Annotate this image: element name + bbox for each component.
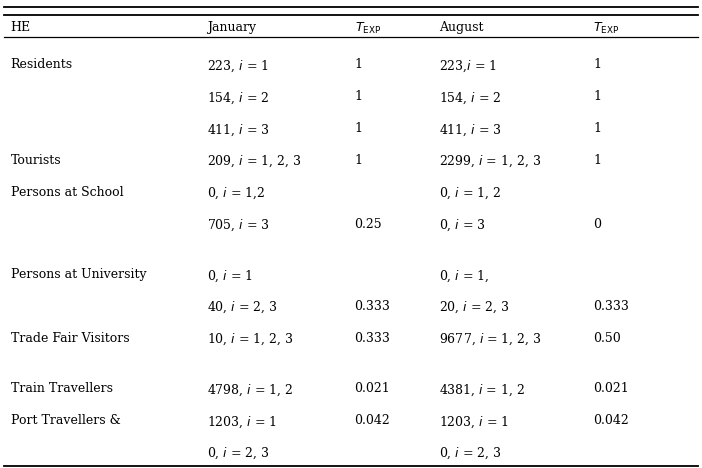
Text: 1: 1	[593, 122, 601, 135]
Text: Train Travellers: Train Travellers	[11, 382, 112, 395]
Text: 1: 1	[355, 58, 362, 72]
Text: 1: 1	[593, 154, 601, 167]
Text: Trade Fair Visitors: Trade Fair Visitors	[11, 332, 129, 345]
Text: 0.333: 0.333	[593, 300, 629, 313]
Text: Port Travellers &: Port Travellers &	[11, 414, 120, 427]
Text: 1203, $i$ = 1: 1203, $i$ = 1	[439, 414, 509, 430]
Text: Residents: Residents	[11, 58, 72, 72]
Text: 0, $i$ = 2, 3: 0, $i$ = 2, 3	[207, 446, 270, 461]
Text: 1: 1	[355, 122, 362, 135]
Text: August: August	[439, 21, 483, 34]
Text: 0, $i$ = 1,: 0, $i$ = 1,	[439, 268, 489, 284]
Text: 411, $i$ = 3: 411, $i$ = 3	[207, 122, 270, 138]
Text: Persons at School: Persons at School	[11, 186, 123, 199]
Text: 0, $i$ = 1, 2: 0, $i$ = 1, 2	[439, 186, 501, 201]
Text: 411, $i$ = 3: 411, $i$ = 3	[439, 122, 501, 138]
Text: $T_{\rm EXP}$: $T_{\rm EXP}$	[593, 21, 619, 36]
Text: $T_{\rm EXP}$: $T_{\rm EXP}$	[355, 21, 380, 36]
Text: 154, $i$ = 2: 154, $i$ = 2	[439, 90, 501, 106]
Text: 1: 1	[593, 90, 601, 103]
Text: Persons at University: Persons at University	[11, 268, 146, 281]
Text: 1: 1	[355, 90, 362, 103]
Text: 10, $i$ = 1, 2, 3: 10, $i$ = 1, 2, 3	[207, 332, 293, 347]
Text: 2299, $i$ = 1, 2, 3: 2299, $i$ = 1, 2, 3	[439, 154, 541, 169]
Text: 705, $i$ = 3: 705, $i$ = 3	[207, 218, 270, 233]
Text: 154, $i$ = 2: 154, $i$ = 2	[207, 90, 270, 106]
Text: 1: 1	[593, 58, 601, 72]
Text: 0.25: 0.25	[355, 218, 382, 231]
Text: 209, $i$ = 1, 2, 3: 209, $i$ = 1, 2, 3	[207, 154, 302, 169]
Text: 0, $i$ = 2, 3: 0, $i$ = 2, 3	[439, 446, 501, 461]
Text: 0.042: 0.042	[355, 414, 390, 427]
Text: 223,$i$ = 1: 223,$i$ = 1	[439, 58, 497, 74]
Text: Tourists: Tourists	[11, 154, 61, 167]
Text: 1203, $i$ = 1: 1203, $i$ = 1	[207, 414, 277, 430]
Text: January: January	[207, 21, 256, 34]
Text: 0: 0	[593, 218, 601, 231]
Text: 1: 1	[355, 154, 362, 167]
Text: 4798, $i$ = 1, 2: 4798, $i$ = 1, 2	[207, 382, 293, 398]
Text: 0.021: 0.021	[355, 382, 390, 395]
Text: 0, $i$ = 1,2: 0, $i$ = 1,2	[207, 186, 265, 201]
Text: 0.50: 0.50	[593, 332, 621, 345]
Text: HE: HE	[11, 21, 31, 34]
Text: 0, $i$ = 3: 0, $i$ = 3	[439, 218, 486, 233]
Text: 0.333: 0.333	[355, 332, 390, 345]
Text: 20, $i$ = 2, 3: 20, $i$ = 2, 3	[439, 300, 510, 315]
Text: 9677, $i$ = 1, 2, 3: 9677, $i$ = 1, 2, 3	[439, 332, 541, 347]
Text: 223, $i$ = 1: 223, $i$ = 1	[207, 58, 269, 74]
Text: 40, $i$ = 2, 3: 40, $i$ = 2, 3	[207, 300, 278, 315]
Text: 0.042: 0.042	[593, 414, 629, 427]
Text: 0.333: 0.333	[355, 300, 390, 313]
Text: 4381, $i$ = 1, 2: 4381, $i$ = 1, 2	[439, 382, 524, 398]
Text: 0, $i$ = 1: 0, $i$ = 1	[207, 268, 253, 284]
Text: 0.021: 0.021	[593, 382, 629, 395]
